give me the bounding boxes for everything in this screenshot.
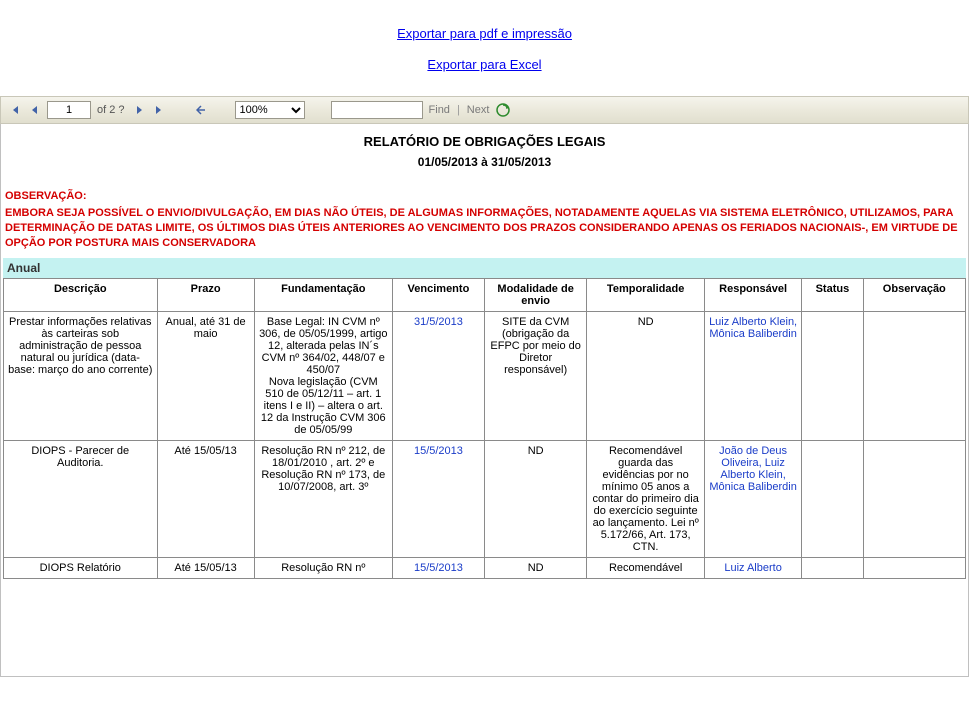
cell-responsavel[interactable]: Luiz Alberto bbox=[704, 558, 801, 579]
back-parent-icon[interactable] bbox=[193, 102, 209, 118]
cell-prazo: Até 15/05/13 bbox=[157, 558, 254, 579]
observation-block: OBSERVAÇÃO: EMBORA SEJA POSSÍVEL O ENVIO… bbox=[5, 189, 966, 250]
next-link[interactable]: Next bbox=[465, 104, 492, 116]
zoom-select[interactable]: 100% bbox=[235, 101, 305, 119]
find-link[interactable]: Find bbox=[427, 104, 452, 116]
first-page-icon[interactable] bbox=[7, 102, 23, 118]
th-fundamentacao: Fundamentação bbox=[254, 279, 392, 312]
cell-modalidade: ND bbox=[484, 558, 586, 579]
cell-temporalidade: Recomendável guarda das evidências por n… bbox=[587, 441, 705, 558]
table-header-row: Descrição Prazo Fundamentação Vencimento… bbox=[4, 279, 966, 312]
th-prazo: Prazo bbox=[157, 279, 254, 312]
table-row: DIOPS - Parecer de Auditoria.Até 15/05/1… bbox=[4, 441, 966, 558]
prev-page-icon[interactable] bbox=[27, 102, 43, 118]
cell-descricao: DIOPS Relatório bbox=[4, 558, 158, 579]
cell-prazo: Anual, até 31 de maio bbox=[157, 312, 254, 441]
cell-observacao bbox=[863, 558, 965, 579]
cell-status bbox=[802, 558, 863, 579]
th-temporalidade: Temporalidade bbox=[587, 279, 705, 312]
last-page-icon[interactable] bbox=[151, 102, 167, 118]
th-vencimento: Vencimento bbox=[392, 279, 484, 312]
obligations-table: Descrição Prazo Fundamentação Vencimento… bbox=[3, 278, 966, 579]
cell-status bbox=[802, 312, 863, 441]
cell-vencimento[interactable]: 31/5/2013 bbox=[392, 312, 484, 441]
cell-modalidade: ND bbox=[484, 441, 586, 558]
section-header: Anual bbox=[3, 258, 966, 278]
next-page-icon[interactable] bbox=[131, 102, 147, 118]
cell-observacao bbox=[863, 441, 965, 558]
cell-status bbox=[802, 441, 863, 558]
refresh-icon[interactable] bbox=[495, 102, 511, 118]
th-observacao: Observação bbox=[863, 279, 965, 312]
report-toolbar: of 2 ? 100% Find | Next bbox=[0, 96, 969, 124]
report-scroll[interactable]: RELATÓRIO DE OBRIGAÇÕES LEGAIS 01/05/201… bbox=[1, 124, 968, 676]
cell-descricao: Prestar informações relativas às carteir… bbox=[4, 312, 158, 441]
observation-title: OBSERVAÇÃO: bbox=[5, 189, 966, 204]
observation-body: EMBORA SEJA POSSÍVEL O ENVIO/DIVULGAÇÃO,… bbox=[5, 207, 958, 249]
cell-responsavel[interactable]: Luiz Alberto Klein, Mônica Baliberdin bbox=[704, 312, 801, 441]
th-status: Status bbox=[802, 279, 863, 312]
report-title: RELATÓRIO DE OBRIGAÇÕES LEGAIS bbox=[3, 134, 966, 149]
th-modalidade: Modalidade de envio bbox=[484, 279, 586, 312]
cell-prazo: Até 15/05/13 bbox=[157, 441, 254, 558]
page-of-label: of 2 ? bbox=[95, 104, 127, 116]
export-pdf-link[interactable]: Exportar para pdf e impressão bbox=[397, 26, 572, 41]
th-descricao: Descrição bbox=[4, 279, 158, 312]
export-excel-link[interactable]: Exportar para Excel bbox=[427, 57, 541, 72]
cell-vencimento[interactable]: 15/5/2013 bbox=[392, 441, 484, 558]
cell-fundamentacao: Resolução RN nº bbox=[254, 558, 392, 579]
cell-fundamentacao: Base Legal: IN CVM nº 306, de 05/05/1999… bbox=[254, 312, 392, 441]
table-row: Prestar informações relativas às carteir… bbox=[4, 312, 966, 441]
cell-modalidade: SITE da CVM (obrigação da EFPC por meio … bbox=[484, 312, 586, 441]
toolbar-separator: | bbox=[456, 104, 461, 116]
cell-responsavel[interactable]: João de Deus Oliveira, Luiz Alberto Klei… bbox=[704, 441, 801, 558]
cell-fundamentacao: Resolução RN nº 212, de 18/01/2010 , art… bbox=[254, 441, 392, 558]
table-row: DIOPS RelatórioAté 15/05/13Resolução RN … bbox=[4, 558, 966, 579]
page-number-input[interactable] bbox=[47, 101, 91, 119]
cell-temporalidade: Recomendável bbox=[587, 558, 705, 579]
th-responsavel: Responsável bbox=[704, 279, 801, 312]
cell-temporalidade: ND bbox=[587, 312, 705, 441]
search-input[interactable] bbox=[331, 101, 423, 119]
cell-observacao bbox=[863, 312, 965, 441]
report-viewer: RELATÓRIO DE OBRIGAÇÕES LEGAIS 01/05/201… bbox=[0, 124, 969, 677]
cell-descricao: DIOPS - Parecer de Auditoria. bbox=[4, 441, 158, 558]
report-date-range: 01/05/2013 à 31/05/2013 bbox=[3, 155, 966, 169]
cell-vencimento[interactable]: 15/5/2013 bbox=[392, 558, 484, 579]
